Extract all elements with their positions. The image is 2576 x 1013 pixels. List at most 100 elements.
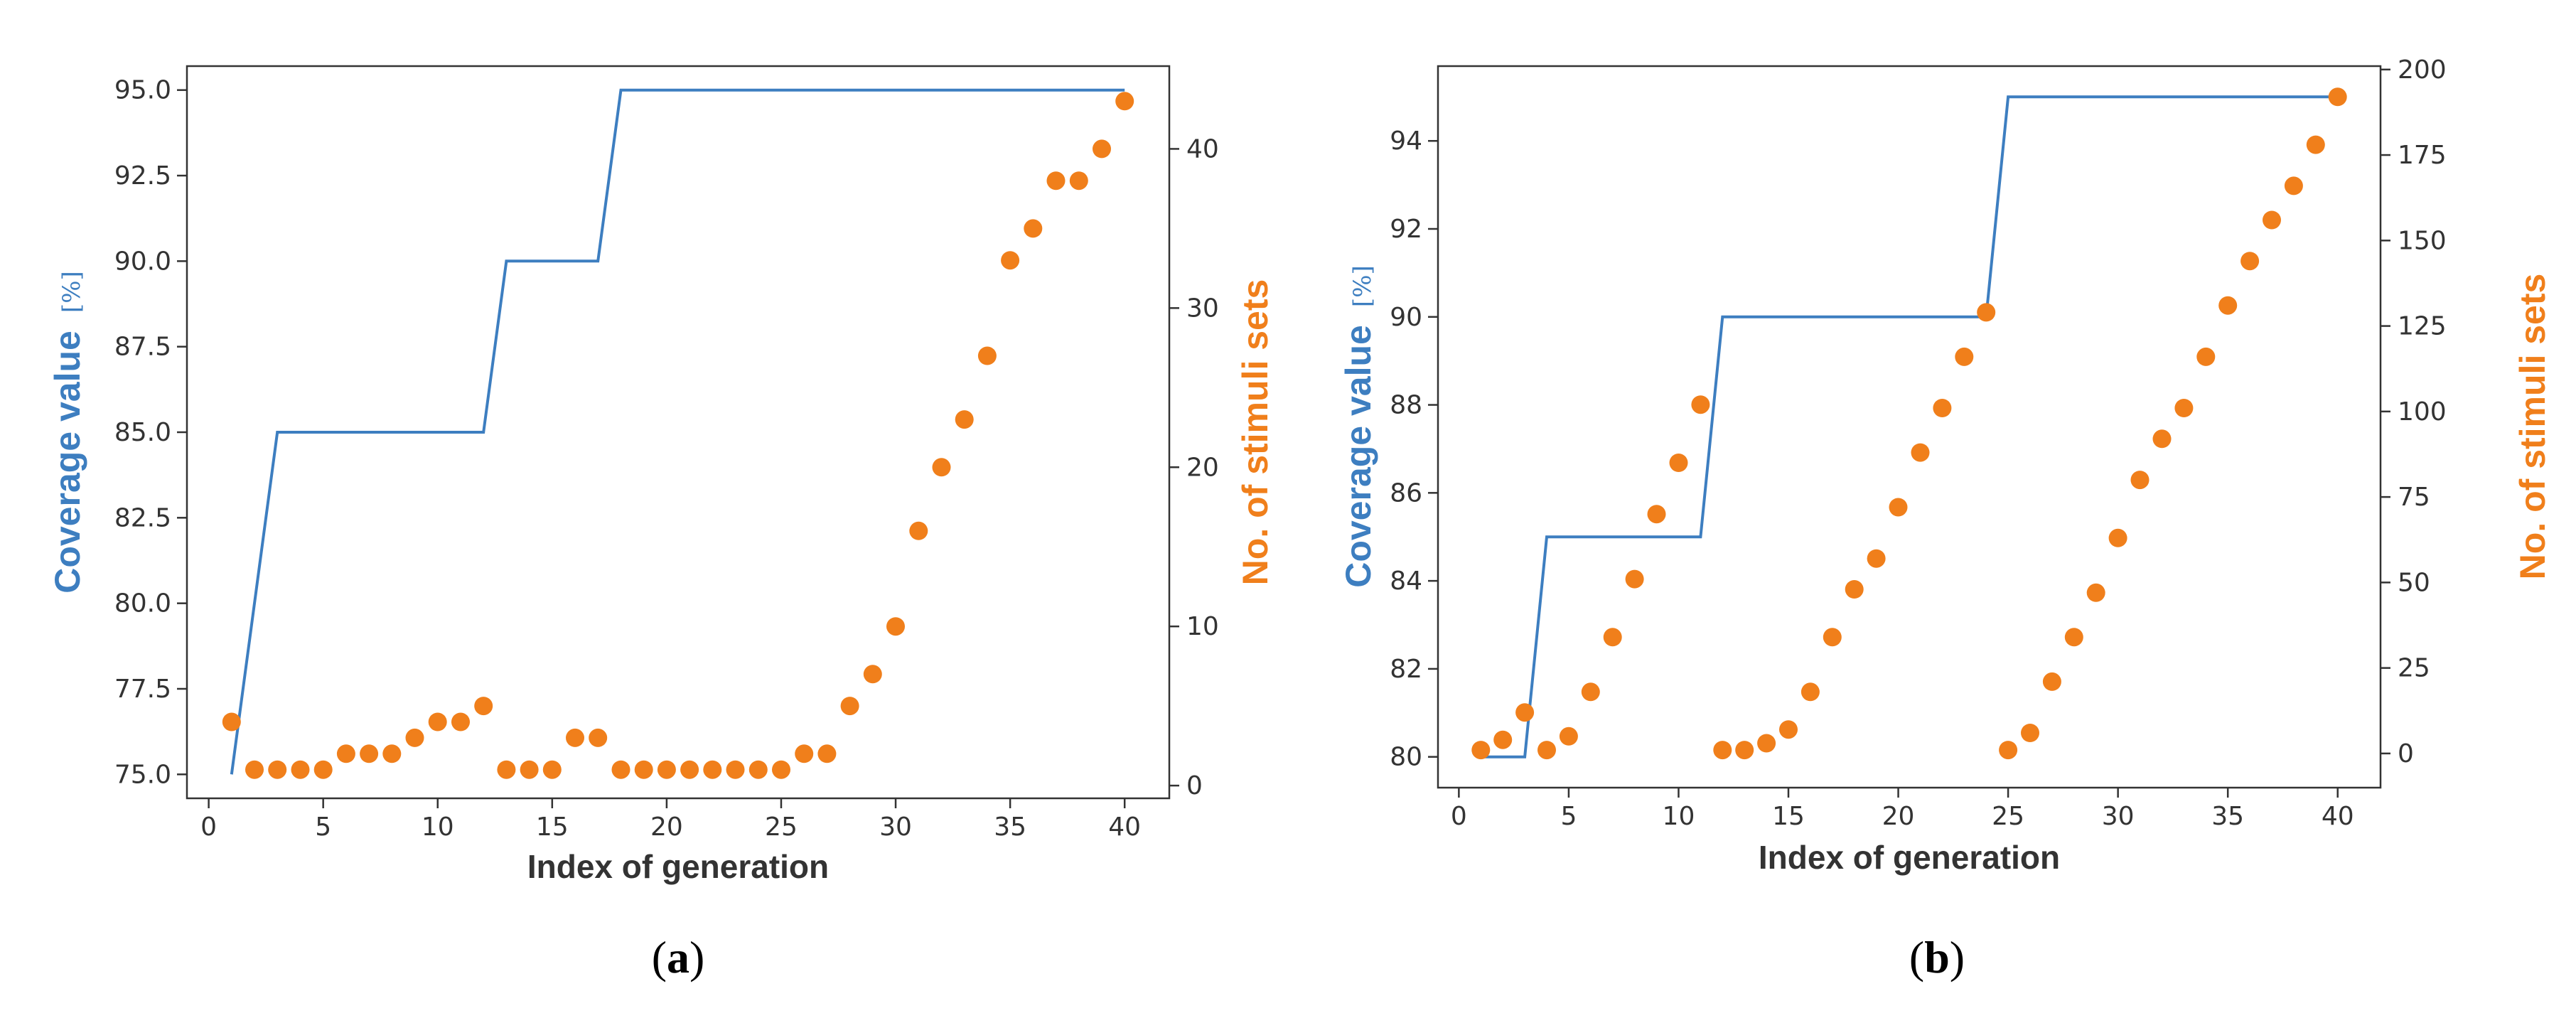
stimuli-point (2218, 296, 2238, 315)
stimuli-point (1757, 734, 1776, 753)
x-axis-label: Index of generation (527, 848, 829, 885)
right-axis-label: No. of stimuli sets (2513, 274, 2553, 580)
stimuli-point (1867, 549, 1886, 568)
stimuli-point (520, 760, 539, 779)
left-tick-label: 86 (1390, 478, 1422, 508)
stimuli-point (1823, 628, 1842, 647)
stimuli-point (1093, 139, 1111, 159)
stimuli-point (2240, 252, 2260, 271)
left-axis-title: Coverage value (1338, 325, 1378, 588)
stimuli-point (795, 744, 814, 763)
x-tick-label: 25 (1992, 802, 2024, 831)
x-tick-label: 35 (994, 813, 1026, 842)
right-tick-label: 10 (1186, 612, 1219, 641)
plot-frame (1437, 65, 2382, 789)
right-tick-label: 150 (2398, 226, 2447, 255)
panel-b-label: (b) (1909, 932, 1965, 982)
stimuli-point (2042, 672, 2061, 691)
panel-b-chart: 0 5 10 15 20 25 30 35 40 80 82 84 86 88 90 92 94 0 25 50 7… (1338, 55, 2553, 876)
right-axis-label: No. of stimuli sets (1235, 279, 1275, 586)
stimuli-point (1713, 741, 1732, 760)
stimuli-point (909, 521, 928, 540)
right-tick-label: 200 (2398, 55, 2447, 85)
stimuli-points-series (1471, 87, 2347, 760)
left-axis-unit: [%] (58, 271, 86, 313)
panel-a-chart: 0 5 10 15 20 25 30 35 40 75.0 77.5 80.0 82.5 85.0 87.… (48, 65, 1275, 885)
left-tick-label: 82 (1390, 655, 1422, 684)
right-axis-ticks: 0 10 20 30 40 (1169, 134, 1219, 800)
x-tick-label: 5 (315, 813, 331, 842)
left-tick-label: 75.0 (114, 760, 171, 789)
x-tick-label: 35 (2211, 802, 2244, 831)
stimuli-point (360, 744, 379, 763)
coverage-line-series (1481, 95, 2338, 759)
stimuli-point (2064, 628, 2083, 647)
stimuli-point (268, 760, 287, 779)
stimuli-point (2263, 210, 2281, 230)
stimuli-point (2284, 176, 2303, 195)
stimuli-point (382, 744, 402, 763)
stimuli-point (428, 712, 447, 731)
right-tick-label: 25 (2398, 654, 2430, 683)
stimuli-point (566, 728, 584, 747)
stimuli-point (1800, 682, 1820, 702)
stimuli-point (703, 760, 722, 779)
left-tick-label: 85.0 (114, 418, 171, 447)
right-tick-label: 75 (2398, 483, 2430, 512)
x-tick-label: 0 (1451, 802, 1467, 831)
stimuli-point (2086, 583, 2105, 602)
left-tick-label: 92 (1390, 215, 1422, 244)
left-tick-label: 95.0 (114, 76, 171, 105)
x-tick-label: 15 (536, 813, 569, 842)
panel-b-letter: b (1924, 932, 1950, 982)
stimuli-point (977, 346, 997, 365)
coverage-line (1481, 95, 2338, 759)
left-tick-label: 90.0 (114, 247, 171, 276)
stimuli-point (222, 712, 241, 731)
x-tick-label: 0 (200, 813, 217, 842)
left-tick-label: 80 (1390, 743, 1422, 772)
stimuli-point (451, 712, 470, 731)
stimuli-point (2130, 471, 2150, 490)
stimuli-point (1889, 498, 1908, 517)
stimuli-point (2152, 429, 2172, 449)
left-tick-label: 87.5 (114, 333, 171, 362)
stimuli-point (772, 760, 790, 779)
stimuli-point (748, 760, 768, 779)
right-tick-label: 100 (2398, 397, 2447, 427)
left-tick-label: 88 (1390, 391, 1422, 420)
stimuli-point (291, 760, 310, 779)
stimuli-point (336, 744, 355, 763)
stimuli-point (2196, 347, 2216, 366)
right-tick-label: 20 (1186, 453, 1219, 482)
stimuli-point (497, 760, 516, 779)
stimuli-point (1515, 703, 1535, 722)
svg-text:Coverage value [%]: Coverage value [%] (48, 271, 87, 594)
right-tick-label: 50 (2398, 568, 2430, 597)
stimuli-point (680, 760, 699, 779)
right-tick-label: 40 (1186, 134, 1219, 164)
x-tick-label: 10 (422, 813, 454, 842)
stimuli-point (1471, 741, 1491, 760)
stimuli-point (955, 410, 974, 429)
left-axis-label: Coverage value [%] (1338, 265, 1378, 588)
left-tick-label: 92.5 (114, 161, 171, 191)
x-tick-label: 5 (1560, 802, 1577, 831)
stimuli-point (1559, 727, 1578, 746)
panel-a-label: (a) (652, 932, 705, 982)
x-tick-label: 40 (1108, 813, 1141, 842)
right-axis-ticks: 0 25 50 75 100 125 150 175 200 (2381, 55, 2447, 768)
svg-text:Coverage value [%]: Coverage value [%] (1338, 265, 1378, 588)
x-axis-label: Index of generation (1759, 839, 2060, 876)
stimuli-point (1493, 730, 1513, 749)
stimuli-point (2174, 399, 2194, 417)
stimuli-point (1977, 303, 1996, 322)
stimuli-point (1933, 399, 1952, 417)
left-axis-unit: [%] (1348, 265, 1377, 307)
stimuli-point (2108, 528, 2127, 547)
stimuli-point (589, 728, 608, 747)
coverage-line (230, 88, 1125, 775)
stimuli-point (313, 760, 333, 779)
right-tick-label: 175 (2398, 141, 2447, 170)
